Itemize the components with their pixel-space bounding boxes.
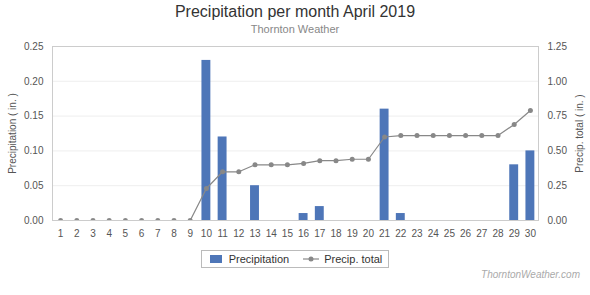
svg-text:0.00: 0.00 (548, 215, 568, 226)
svg-text:0.50: 0.50 (548, 145, 568, 156)
svg-text:1.25: 1.25 (548, 41, 568, 52)
svg-text:0.10: 0.10 (24, 145, 44, 156)
svg-text:1.00: 1.00 (548, 76, 568, 87)
svg-text:30: 30 (525, 228, 537, 239)
svg-text:21: 21 (379, 228, 391, 239)
svg-text:11: 11 (217, 228, 228, 239)
svg-text:3: 3 (90, 228, 96, 239)
svg-text:23: 23 (411, 228, 423, 239)
svg-text:2: 2 (74, 228, 80, 239)
svg-text:24: 24 (428, 228, 440, 239)
html-text:ThorntonWeather.com: ThorntonWeather.com (481, 269, 580, 280)
svg-text:4: 4 (106, 228, 112, 239)
svg-text:18: 18 (330, 228, 342, 239)
html-text:Precip. total: Precip. total (324, 253, 383, 265)
svg-text:0.25: 0.25 (24, 41, 44, 52)
svg-text:12: 12 (233, 228, 245, 239)
svg-text:0.15: 0.15 (24, 110, 44, 121)
svg-text:17: 17 (314, 228, 326, 239)
svg-text:9: 9 (187, 228, 193, 239)
svg-text:16: 16 (298, 228, 310, 239)
svg-text:0.20: 0.20 (24, 76, 44, 87)
svg-text:0.00: 0.00 (24, 215, 44, 226)
svg-text:6: 6 (139, 228, 145, 239)
svg-text:5: 5 (123, 228, 129, 239)
svg-text:0.25: 0.25 (548, 180, 568, 191)
svg-text:29: 29 (509, 228, 521, 239)
svg-text:22: 22 (395, 228, 407, 239)
svg-text:26: 26 (460, 228, 472, 239)
svg-text:8: 8 (171, 228, 177, 239)
svg-text:10: 10 (201, 228, 213, 239)
svg-text:28: 28 (492, 228, 504, 239)
html-text:Thornton Weather: Thornton Weather (250, 23, 340, 35)
svg-text:19: 19 (347, 228, 359, 239)
svg-text:20: 20 (363, 228, 375, 239)
html-text:Precipitation: Precipitation (228, 253, 290, 265)
html-text:Precipitation per month April: Precipitation per month April 2019 (174, 3, 416, 20)
svg-text:1: 1 (58, 228, 64, 239)
svg-text:27: 27 (476, 228, 488, 239)
svg-text:0.75: 0.75 (548, 110, 568, 121)
svg-text:7: 7 (155, 228, 161, 239)
svg-text:0.05: 0.05 (24, 180, 44, 191)
svg-text:15: 15 (282, 228, 294, 239)
svg-text:14: 14 (266, 228, 278, 239)
svg-text:13: 13 (249, 228, 261, 239)
svg-text:Precip. total ( in. ): Precip. total ( in. ) (574, 94, 585, 172)
svg-text:Precipitation ( in. ): Precipitation ( in. ) (7, 93, 18, 174)
svg-text:25: 25 (444, 228, 456, 239)
